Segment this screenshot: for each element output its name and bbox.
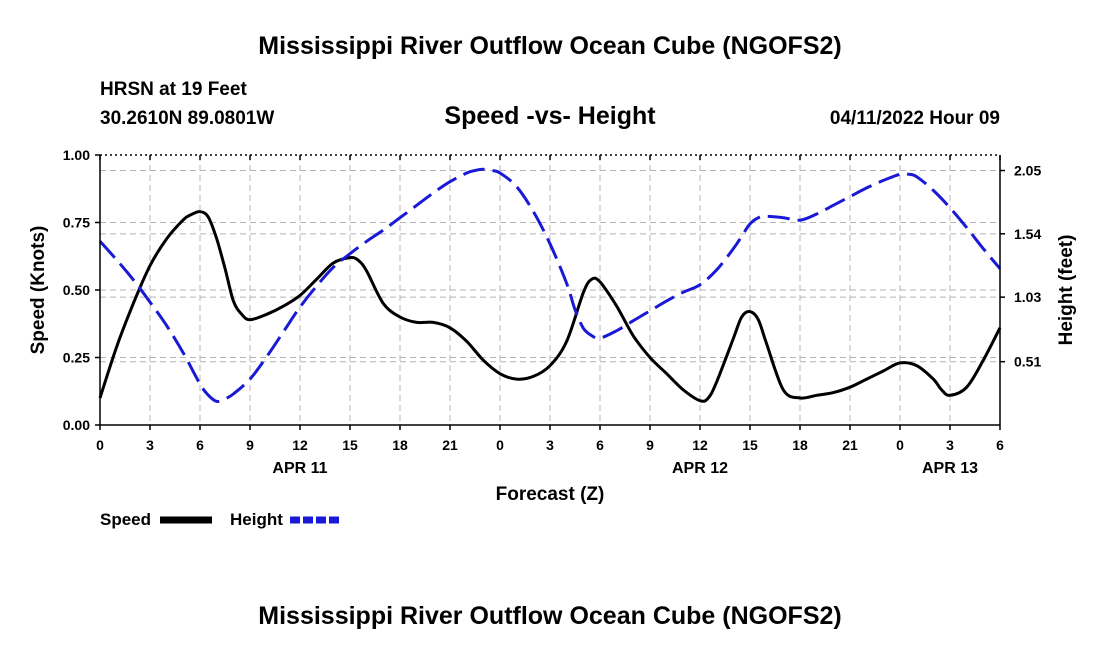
y-axis-ticks: 0.00 0.25 0.50 0.75 1.00 xyxy=(63,147,100,433)
x-tick-label: 6 xyxy=(196,437,204,453)
y-axis-label: Speed (Knots) xyxy=(28,226,49,355)
x-tick-label: 3 xyxy=(546,437,554,453)
datetime-label: 04/11/2022 Hour 09 xyxy=(830,108,1000,129)
x-axis-label: Forecast (Z) xyxy=(496,484,605,505)
x-tick-label: 3 xyxy=(946,437,954,453)
y-tick-label: 0.00 xyxy=(63,417,90,433)
x-tick-label: 0 xyxy=(496,437,504,453)
x-tick-label: 21 xyxy=(842,437,858,453)
x-tick-label: 3 xyxy=(146,437,154,453)
station-label: HRSN at 19 Feet xyxy=(100,79,247,100)
x-tick-label: 21 xyxy=(442,437,458,453)
x-axis-ticks: 0 3 6 9 12 15 18 21 0 3 6 9 12 15 18 21 0 3 6 xyxy=(96,155,1004,453)
x-tick-label: 12 xyxy=(692,437,708,453)
coords-label: 30.2610N 89.0801W xyxy=(100,108,274,129)
series-group xyxy=(98,167,1002,404)
y-tick-label: 0.75 xyxy=(63,215,90,231)
legend-speed-label: Speed xyxy=(100,510,151,529)
x-tick-label: 9 xyxy=(646,437,654,453)
x-tick-label: 0 xyxy=(896,437,904,453)
x-tick-label: 6 xyxy=(996,437,1004,453)
y2-axis-ticks: 0.51 1.03 1.54 2.05 xyxy=(1000,163,1041,370)
x-tick-label: 0 xyxy=(96,437,104,453)
y2-tick-label: 1.54 xyxy=(1014,226,1041,242)
page-title: Mississippi River Outflow Ocean Cube (NG… xyxy=(258,32,841,60)
x-tick-label: 15 xyxy=(342,437,358,453)
y-tick-label: 0.25 xyxy=(63,350,90,366)
grid xyxy=(100,154,1000,425)
series-line-speed xyxy=(98,210,1002,403)
date-labels: APR 11 APR 12 APR 13 xyxy=(272,460,978,477)
x-tick-label: 18 xyxy=(392,437,408,453)
x-tick-label: 6 xyxy=(596,437,604,453)
y-tick-label: 0.50 xyxy=(63,282,90,298)
y2-tick-label: 0.51 xyxy=(1014,354,1041,370)
legend-height-label: Height xyxy=(230,510,283,529)
y2-tick-label: 2.05 xyxy=(1014,163,1041,179)
chart-title: Speed -vs- Height xyxy=(444,102,656,130)
legend: Speed Height xyxy=(100,510,342,529)
x-tick-label: 15 xyxy=(742,437,758,453)
x-tick-label: 12 xyxy=(292,437,308,453)
x-tick-label: 9 xyxy=(246,437,254,453)
series-line-height xyxy=(98,167,1002,404)
y2-tick-label: 1.03 xyxy=(1014,289,1041,305)
date-label: APR 13 xyxy=(922,460,978,477)
date-label: APR 11 xyxy=(272,460,327,477)
footer-title: Mississippi River Outflow Ocean Cube (NG… xyxy=(258,602,841,630)
y-tick-label: 1.00 xyxy=(63,147,90,163)
x-tick-label: 18 xyxy=(792,437,808,453)
date-label: APR 12 xyxy=(672,460,728,477)
y2-axis-label: Height (feet) xyxy=(1056,235,1077,346)
